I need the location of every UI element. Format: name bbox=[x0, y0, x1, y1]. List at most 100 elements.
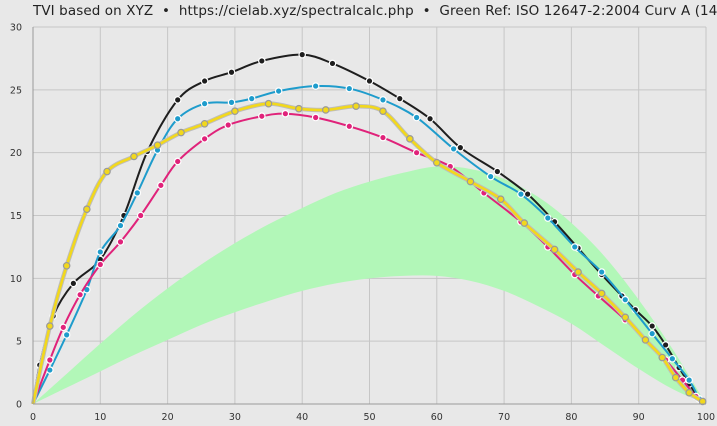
data-point bbox=[449, 145, 458, 153]
data-point bbox=[298, 50, 307, 59]
data-point bbox=[116, 221, 125, 230]
data-point bbox=[432, 158, 441, 167]
data-point bbox=[200, 135, 209, 143]
x-tick-label: 60 bbox=[431, 412, 443, 423]
x-tick-label: 30 bbox=[229, 412, 241, 423]
data-point bbox=[379, 107, 387, 115]
data-point bbox=[496, 195, 505, 203]
data-point bbox=[426, 114, 434, 123]
data-point bbox=[231, 107, 239, 115]
chart-title: TVI based on XYZ • https://cielab.xyz/sp… bbox=[33, 3, 717, 19]
data-point bbox=[668, 354, 677, 363]
data-point bbox=[412, 113, 421, 122]
y-tick-label: 15 bbox=[10, 211, 22, 222]
x-tick-label: 20 bbox=[162, 412, 174, 423]
series-line bbox=[32, 112, 697, 405]
data-point bbox=[671, 373, 680, 382]
data-point bbox=[597, 289, 606, 298]
data-point bbox=[621, 295, 630, 304]
data-point bbox=[658, 353, 667, 362]
data-point bbox=[69, 279, 78, 288]
data-point bbox=[258, 57, 266, 65]
y-tick-label: 30 bbox=[10, 23, 22, 34]
data-point bbox=[295, 104, 303, 113]
data-point bbox=[365, 77, 374, 85]
x-tick-label: 90 bbox=[633, 412, 645, 423]
data-point bbox=[379, 133, 387, 142]
reference-band bbox=[33, 166, 706, 404]
data-point bbox=[136, 211, 145, 220]
data-point bbox=[311, 113, 320, 122]
data-point bbox=[379, 96, 387, 104]
data-point bbox=[493, 167, 502, 176]
x-tick-label: 70 bbox=[498, 412, 510, 423]
data-point bbox=[281, 109, 290, 118]
x-tick-label: 50 bbox=[363, 412, 375, 423]
data-point bbox=[264, 99, 273, 108]
data-point bbox=[96, 248, 105, 256]
y-tick-label: 10 bbox=[10, 274, 22, 285]
data-point bbox=[466, 177, 475, 186]
data-point bbox=[412, 148, 421, 157]
data-point bbox=[456, 143, 465, 152]
data-point bbox=[685, 376, 693, 384]
data-point bbox=[486, 172, 495, 181]
data-point bbox=[200, 77, 209, 85]
data-point bbox=[157, 181, 165, 190]
data-point bbox=[227, 98, 236, 107]
data-point bbox=[550, 245, 559, 254]
x-tick-label: 40 bbox=[296, 412, 308, 423]
data-point bbox=[597, 268, 606, 276]
data-point bbox=[224, 121, 232, 129]
data-point bbox=[648, 329, 656, 338]
data-point bbox=[621, 313, 630, 322]
data-point bbox=[46, 356, 54, 364]
data-point bbox=[83, 205, 91, 214]
data-point bbox=[648, 322, 656, 330]
data-point bbox=[116, 238, 125, 246]
data-point bbox=[59, 323, 68, 332]
data-point bbox=[130, 152, 138, 161]
data-point bbox=[274, 87, 283, 95]
data-point bbox=[62, 261, 71, 270]
data-point bbox=[133, 189, 142, 197]
x-tick-label: 80 bbox=[565, 412, 577, 423]
data-point bbox=[352, 102, 360, 110]
data-point bbox=[345, 122, 354, 131]
data-point bbox=[96, 260, 105, 269]
data-point bbox=[517, 190, 525, 198]
data-point bbox=[574, 268, 582, 276]
data-point bbox=[247, 94, 256, 103]
data-point bbox=[406, 135, 414, 143]
data-point bbox=[544, 214, 552, 222]
data-point bbox=[698, 397, 707, 406]
x-tick-label: 100 bbox=[697, 412, 715, 423]
data-point bbox=[62, 331, 71, 339]
data-point bbox=[177, 128, 185, 137]
x-tick-label: 10 bbox=[94, 412, 106, 423]
data-point bbox=[76, 290, 84, 299]
data-point bbox=[641, 336, 650, 344]
data-point bbox=[103, 167, 111, 176]
y-tick-label: 20 bbox=[10, 148, 22, 159]
data-point bbox=[200, 119, 209, 128]
data-point bbox=[321, 106, 330, 114]
x-tick-label: 0 bbox=[30, 412, 36, 423]
data-point bbox=[173, 96, 182, 104]
data-point bbox=[345, 84, 354, 93]
series-line bbox=[32, 84, 701, 405]
data-point bbox=[570, 243, 579, 251]
data-point bbox=[153, 141, 162, 149]
data-point bbox=[395, 94, 404, 103]
data-point bbox=[200, 99, 209, 108]
data-point bbox=[520, 219, 529, 227]
data-point bbox=[173, 114, 182, 123]
data-point bbox=[328, 59, 337, 68]
data-point bbox=[685, 388, 693, 397]
data-point bbox=[258, 112, 266, 121]
data-point bbox=[46, 322, 54, 330]
data-point bbox=[227, 68, 236, 77]
data-point bbox=[311, 82, 320, 90]
